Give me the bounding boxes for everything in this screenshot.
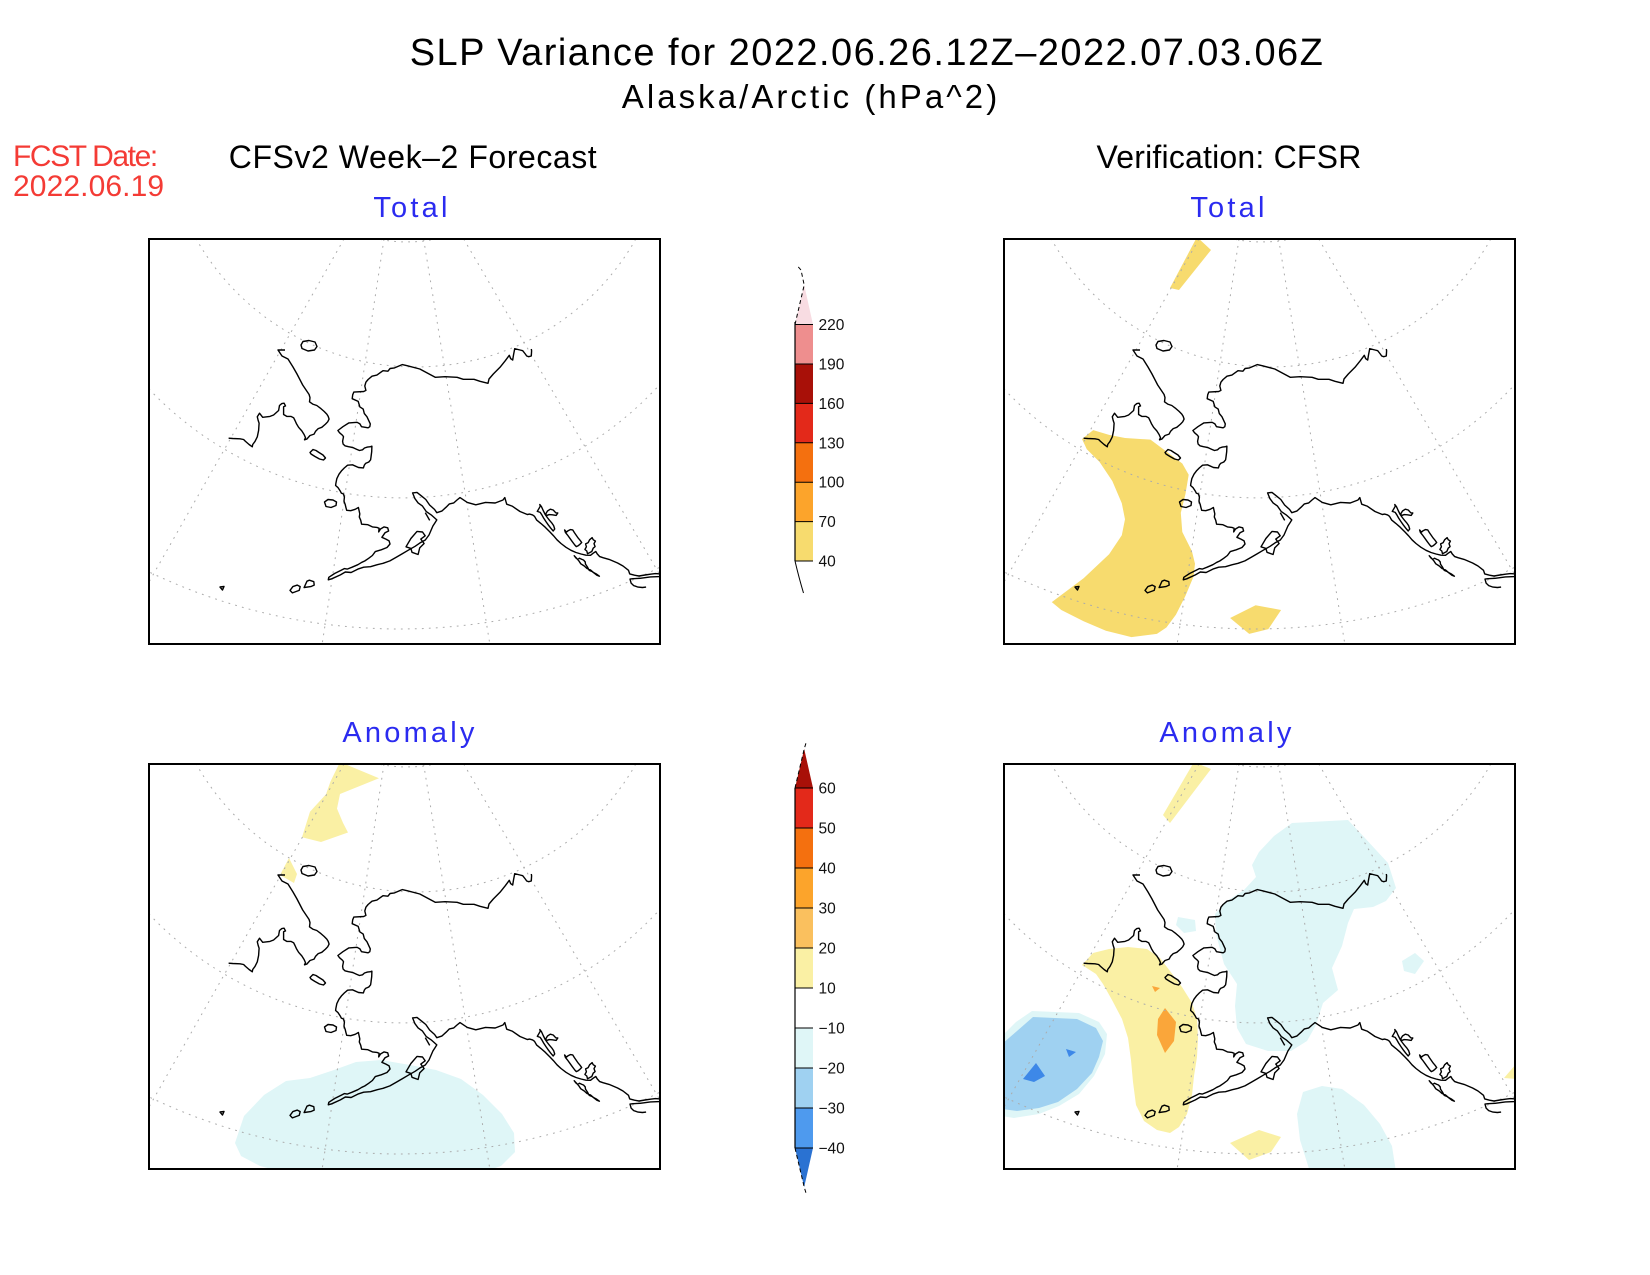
svg-text:160: 160 [819, 396, 845, 413]
svg-text:Verification: CFSR: Verification: CFSR [1096, 139, 1361, 175]
svg-text:−10: −10 [819, 1021, 846, 1038]
svg-text:60: 60 [819, 781, 837, 798]
svg-text:40: 40 [819, 861, 837, 878]
svg-text:Anomaly: Anomaly [342, 717, 477, 749]
svg-text:190: 190 [819, 357, 845, 374]
svg-text:70: 70 [819, 514, 837, 531]
svg-text:SLP Variance for 2022.06.26.12: SLP Variance for 2022.06.26.12Z–2022.07.… [410, 32, 1325, 74]
svg-text:−40: −40 [819, 1141, 846, 1158]
svg-text:−30: −30 [819, 1101, 846, 1118]
svg-text:CFSv2 Week–2 Forecast: CFSv2 Week–2 Forecast [229, 139, 597, 175]
svg-text:100: 100 [819, 475, 845, 492]
svg-text:Total: Total [373, 192, 450, 224]
svg-text:30: 30 [819, 901, 837, 918]
svg-text:Anomaly: Anomaly [1159, 717, 1294, 749]
svg-text:FCST Date:: FCST Date: [13, 140, 157, 173]
svg-text:20: 20 [819, 941, 837, 958]
svg-text:10: 10 [819, 981, 837, 998]
svg-text:40: 40 [819, 554, 837, 571]
svg-text:2022.06.19: 2022.06.19 [13, 170, 164, 203]
svg-text:130: 130 [819, 435, 845, 452]
svg-text:220: 220 [819, 317, 845, 334]
svg-text:−20: −20 [819, 1061, 846, 1078]
svg-text:50: 50 [819, 821, 837, 838]
svg-text:Alaska/Arctic (hPa^2): Alaska/Arctic (hPa^2) [622, 78, 1000, 115]
svg-text:Total: Total [1190, 192, 1267, 224]
